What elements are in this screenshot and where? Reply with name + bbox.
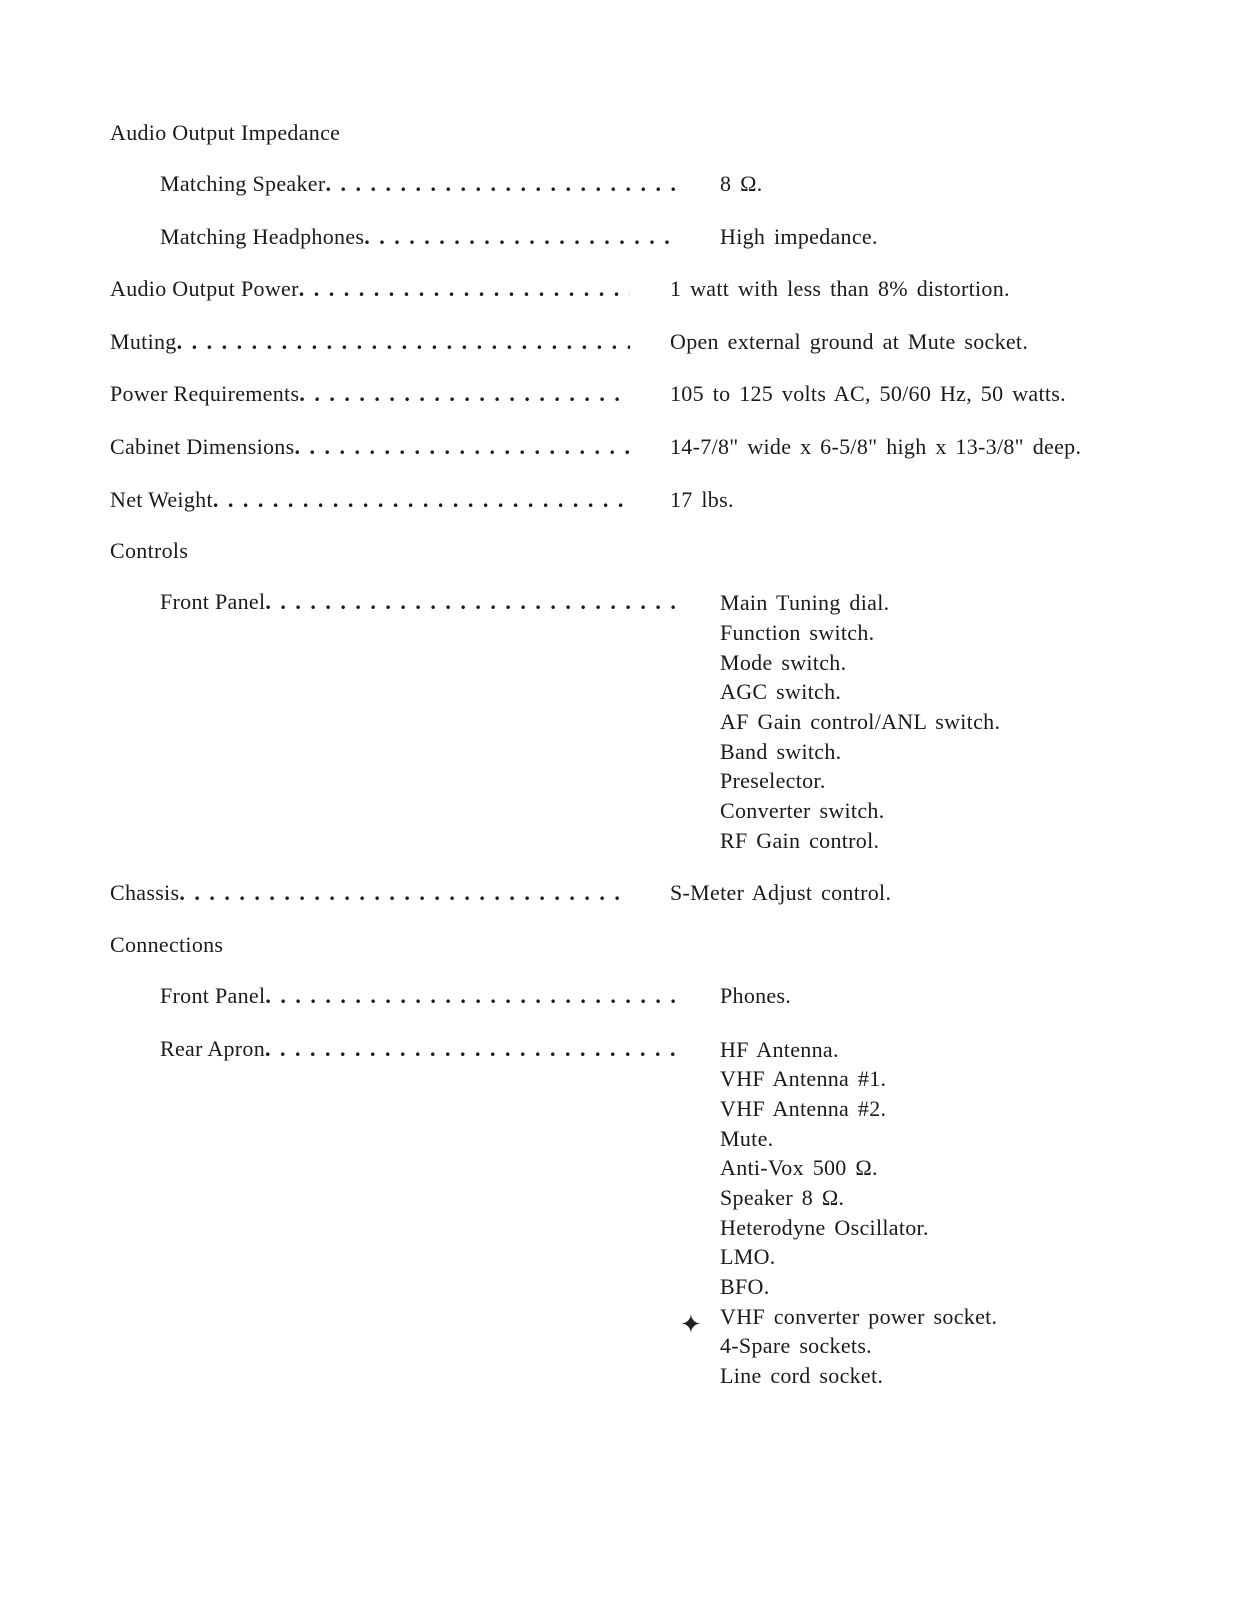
spec-value: High impedance.	[680, 223, 1177, 252]
spec-row-net-weight: Net Weight 17 lbs.	[110, 486, 1177, 515]
leader-dots	[294, 433, 630, 462]
leader-dots	[265, 1035, 680, 1064]
spec-label: Audio Output Power	[110, 275, 299, 304]
section-heading-connections: Connections	[110, 932, 1177, 958]
leader-dots	[213, 486, 630, 515]
spec-sheet-page: Audio Output Impedance Matching Speaker …	[0, 0, 1237, 1600]
spec-value: Phones.	[680, 982, 1177, 1011]
spec-row-controls-chassis: Chassis S-Meter Adjust control.	[110, 879, 1177, 908]
spec-row-cabinet-dimensions: Cabinet Dimensions 14-7/8" wide x 6-5/8"…	[110, 433, 1177, 462]
spec-label: Rear Apron	[160, 1035, 265, 1064]
spec-value: 1 watt with less than 8% distortion.	[630, 275, 1177, 304]
spec-value: S-Meter Adjust control.	[630, 879, 1177, 908]
spec-label: Matching Speaker	[160, 170, 325, 199]
spec-label: Front Panel	[160, 588, 265, 617]
leader-dots	[299, 380, 630, 409]
spec-row-muting: Muting Open external ground at Mute sock…	[110, 328, 1177, 357]
spec-value: 17 lbs.	[630, 486, 1177, 515]
leader-dots	[299, 275, 630, 304]
leader-dots	[364, 223, 680, 252]
scan-artifact-icon: ✦	[680, 1310, 702, 1340]
leader-dots	[265, 982, 680, 1011]
spec-row-matching-headphones: Matching Headphones High impedance.	[110, 223, 1177, 252]
spec-row-connections-front-panel: Front Panel Phones.	[110, 982, 1177, 1011]
leader-dots	[177, 328, 630, 357]
spec-row-connections-rear-apron: Rear Apron HF Antenna. VHF Antenna #1. V…	[110, 1035, 1177, 1391]
spec-label: Power Requirements	[110, 380, 299, 409]
spec-value: Main Tuning dial. Function switch. Mode …	[680, 588, 1177, 855]
spec-value: 14-7/8" wide x 6-5/8" high x 13-3/8" dee…	[630, 433, 1177, 462]
leader-dots	[325, 170, 680, 199]
spec-value: Open external ground at Mute socket.	[630, 328, 1177, 357]
spec-label: Net Weight	[110, 486, 213, 515]
spec-value: 105 to 125 volts AC, 50/60 Hz, 50 watts.	[630, 380, 1177, 409]
spec-row-power-requirements: Power Requirements 105 to 125 volts AC, …	[110, 380, 1177, 409]
spec-value: 8 Ω.	[680, 170, 1177, 199]
spec-row-matching-speaker: Matching Speaker 8 Ω.	[110, 170, 1177, 199]
spec-label: Front Panel	[160, 982, 265, 1011]
spec-label: Matching Headphones	[160, 223, 364, 252]
leader-dots	[179, 879, 630, 908]
spec-value: HF Antenna. VHF Antenna #1. VHF Antenna …	[680, 1035, 1177, 1391]
spec-label: Chassis	[110, 879, 179, 908]
spec-label: Cabinet Dimensions	[110, 433, 294, 462]
leader-dots	[265, 588, 680, 617]
section-heading-controls: Controls	[110, 538, 1177, 564]
section-heading-audio-output-impedance: Audio Output Impedance	[110, 120, 1177, 146]
spec-row-audio-output-power: Audio Output Power 1 watt with less than…	[110, 275, 1177, 304]
spec-label: Muting	[110, 328, 177, 357]
spec-row-controls-front-panel: Front Panel Main Tuning dial. Function s…	[110, 588, 1177, 855]
